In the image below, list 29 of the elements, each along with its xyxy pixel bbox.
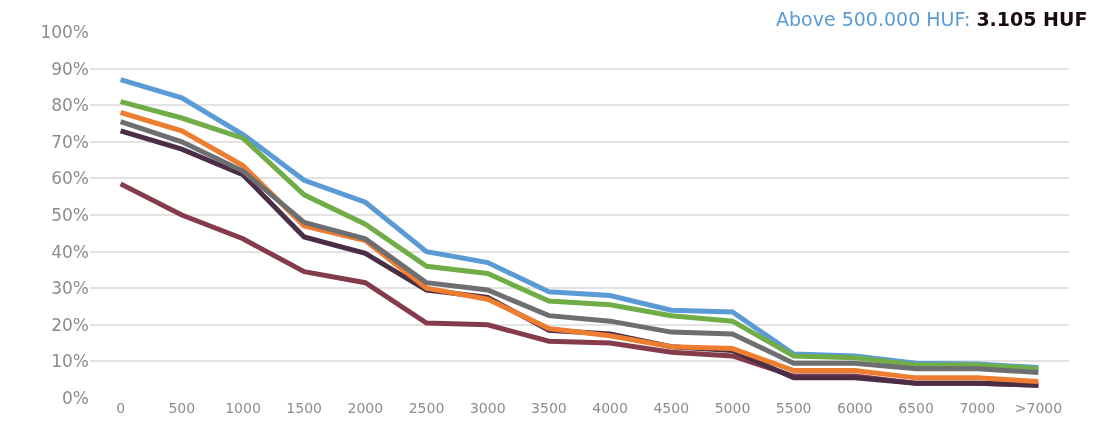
x-tick-label: 2500 bbox=[408, 400, 445, 416]
x-tick-label: 3500 bbox=[531, 400, 567, 416]
y-tick-label: 100% bbox=[40, 21, 89, 42]
x-tick-label: 2000 bbox=[347, 400, 384, 416]
y-tick-label: 80% bbox=[51, 95, 89, 116]
y-tick-label: 30% bbox=[51, 278, 89, 299]
x-tick-label: 5500 bbox=[775, 400, 812, 416]
text: 3.105 HUF bbox=[976, 8, 1088, 30]
x-tick-label: 4500 bbox=[653, 400, 690, 416]
y-tick-label: 20% bbox=[51, 314, 89, 335]
x-tick-label: 1000 bbox=[225, 400, 261, 416]
x-tick-label: 6000 bbox=[837, 400, 873, 416]
x-tick-label: 500 bbox=[168, 400, 196, 416]
y-tick-label: 0% bbox=[62, 387, 89, 408]
x-tick-label: 6500 bbox=[898, 400, 934, 416]
x-tick-label: 7000 bbox=[959, 400, 996, 416]
x-tick-label: 1500 bbox=[286, 400, 322, 416]
x-tick-label: 0 bbox=[116, 400, 126, 416]
y-tick-label: 50% bbox=[51, 204, 89, 225]
x-tick-label: 4000 bbox=[592, 400, 628, 416]
y-tick-label: 70% bbox=[51, 131, 89, 152]
x-tick-label: >7000 bbox=[1014, 400, 1063, 416]
x-tick-label: 3000 bbox=[469, 400, 506, 416]
x-tick-label: 5000 bbox=[714, 400, 751, 416]
y-tick-label: 60% bbox=[51, 168, 89, 189]
y-tick-label: 90% bbox=[51, 58, 89, 79]
y-tick-label: 40% bbox=[51, 241, 89, 262]
y-tick-label: 10% bbox=[51, 351, 89, 372]
text: Above 500.000 HUF: bbox=[776, 8, 971, 30]
